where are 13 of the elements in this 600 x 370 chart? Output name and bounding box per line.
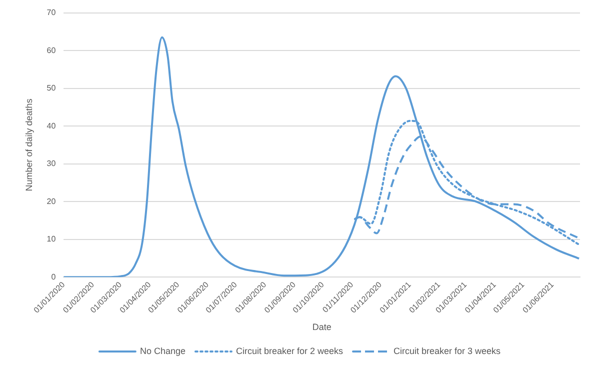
y-tick-label: 60	[46, 46, 56, 55]
y-tick-label: 20	[46, 196, 56, 206]
y-tick-label: 70	[46, 8, 56, 18]
y-axis-title: Number of daily deaths	[24, 98, 34, 192]
legend-label: Circuit breaker for 2 weeks	[236, 346, 344, 356]
y-tick-label: 30	[46, 159, 56, 168]
legend-label: No Change	[140, 346, 186, 356]
y-tick-label: 0	[51, 272, 56, 282]
y-tick-label: 50	[46, 84, 56, 93]
y-tick-label: 40	[46, 121, 56, 130]
y-tick-label: 10	[46, 234, 56, 244]
legend-label: Circuit breaker for 3 weeks	[394, 346, 502, 356]
x-axis-title: Date	[312, 322, 332, 332]
